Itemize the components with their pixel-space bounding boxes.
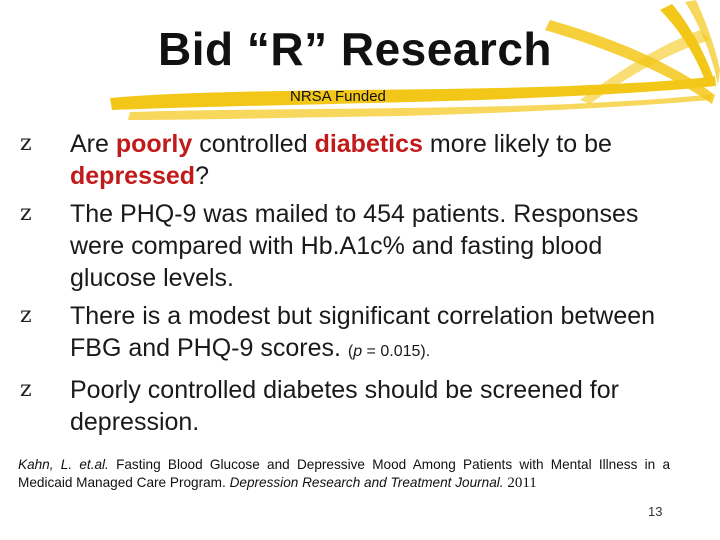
- yellow-brush-stroke-decoration: [110, 0, 720, 120]
- citation-title: Fasting Blood Glucose and Depressive Moo…: [18, 457, 670, 490]
- bullet-item: z Poorly controlled diabetes should be s…: [20, 376, 619, 436]
- highlight-text: diabetics: [314, 130, 423, 158]
- bullet-icon: z: [20, 201, 32, 226]
- citation-journal: Depression Research and Treatment Journa…: [229, 475, 504, 490]
- citation-year: 2011: [503, 475, 537, 491]
- bullet-item: z There is a modest but significant corr…: [20, 302, 656, 362]
- highlight-text: poorly: [115, 130, 193, 158]
- bullet-list: z Are poorly controlled diabetics more l…: [20, 128, 680, 444]
- bullet-item: z Are poorly controlled diabetics more l…: [20, 130, 612, 190]
- slide-title: Bid “R” Research: [157, 23, 552, 75]
- p-value: (p = 0.015).: [347, 343, 431, 360]
- highlight-text: depressed: [70, 162, 196, 190]
- bullet-icon: z: [20, 303, 32, 328]
- citation-authors: Kahn, L. et.al.: [18, 457, 109, 472]
- citation: Kahn, L. et.al. Fasting Blood Glucose an…: [18, 456, 670, 492]
- slide-subtitle: NRSA Funded: [290, 88, 386, 105]
- bullet-icon: z: [20, 131, 32, 156]
- page-number: 13: [648, 504, 663, 519]
- bullet-item: z The PHQ-9 was mailed to 454 patients. …: [20, 200, 639, 292]
- bullet-icon: z: [20, 377, 32, 402]
